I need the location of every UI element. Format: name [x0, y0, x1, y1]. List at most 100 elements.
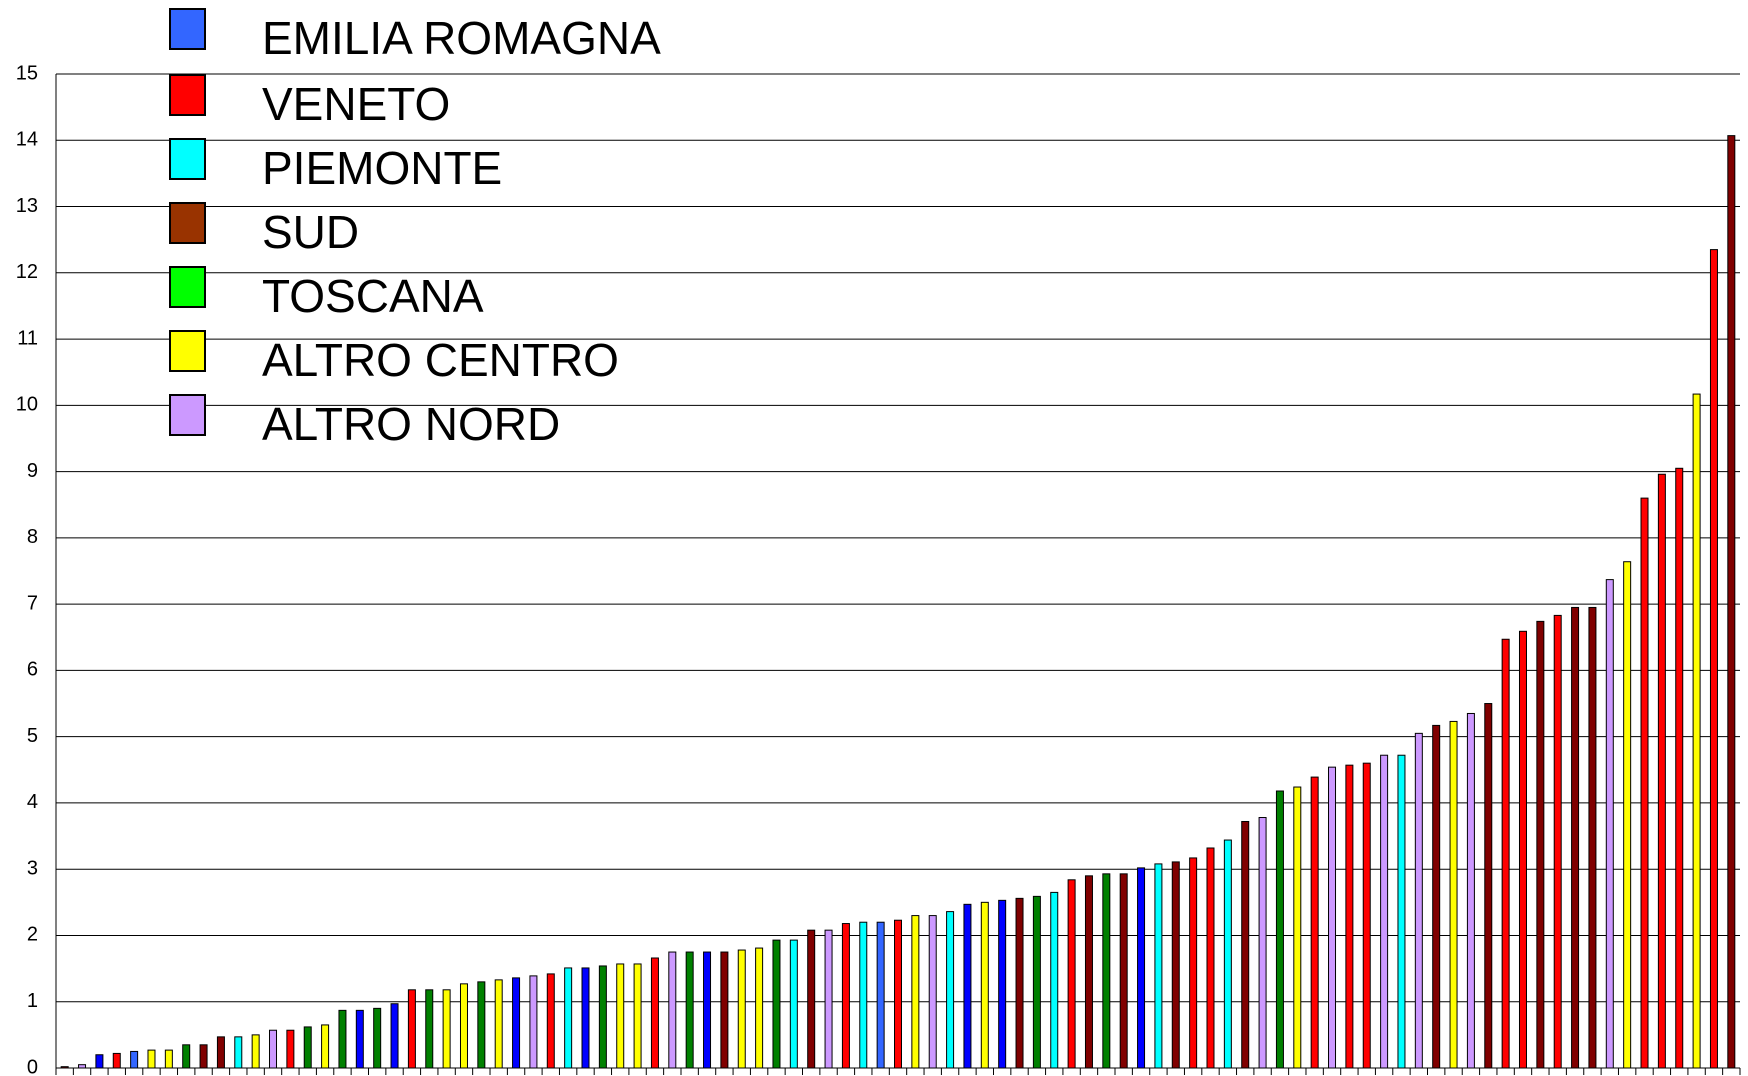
bar — [78, 1064, 87, 1069]
bar — [980, 901, 989, 1069]
bar — [1484, 703, 1493, 1069]
bar — [703, 951, 712, 1069]
bar — [1605, 579, 1614, 1069]
bar — [216, 1036, 225, 1069]
bar — [321, 1024, 330, 1069]
bar — [963, 903, 972, 1069]
bar — [1640, 497, 1649, 1069]
bar — [737, 949, 746, 1069]
y-tick-label: 0 — [27, 1056, 38, 1076]
bar — [1727, 135, 1736, 1069]
legend-swatch — [169, 138, 206, 180]
bar — [1571, 606, 1580, 1069]
y-tick-label: 9 — [27, 460, 38, 482]
bar — [529, 975, 538, 1069]
y-tick-label: 6 — [27, 659, 38, 681]
y-tick-label: 10 — [16, 394, 38, 416]
bar — [1119, 873, 1128, 1069]
bar — [1241, 820, 1250, 1069]
bar — [130, 1050, 139, 1069]
bar — [1328, 766, 1337, 1069]
bar — [1050, 891, 1059, 1069]
bar — [789, 939, 798, 1069]
legend-swatch — [169, 8, 206, 50]
bar — [251, 1034, 260, 1069]
bar — [685, 951, 694, 1069]
bar — [564, 967, 573, 1069]
bar — [512, 977, 521, 1069]
bar — [998, 899, 1007, 1069]
bar — [1362, 762, 1371, 1069]
bar — [1553, 614, 1562, 1069]
bar — [477, 981, 486, 1069]
bar — [164, 1049, 173, 1069]
legend-label: EMILIA ROMAGNA — [262, 12, 661, 64]
bar — [1102, 873, 1111, 1069]
bar — [1258, 817, 1267, 1069]
bar — [1432, 724, 1441, 1069]
bar — [425, 989, 434, 1069]
y-tick-label: 2 — [27, 924, 38, 946]
y-tick-label: 4 — [27, 791, 38, 813]
bar — [581, 967, 590, 1069]
bar — [303, 1026, 312, 1069]
bar — [1310, 776, 1319, 1069]
bar — [1380, 754, 1389, 1069]
bar — [807, 929, 816, 1069]
bar — [1709, 249, 1718, 1069]
legend-label: SUD — [262, 206, 359, 258]
bar — [1588, 606, 1597, 1069]
bar — [1275, 790, 1284, 1069]
bar — [407, 989, 416, 1069]
bar — [286, 1029, 295, 1069]
bar — [1015, 897, 1024, 1069]
bar — [720, 951, 729, 1069]
legend-swatch — [169, 74, 206, 116]
bar — [112, 1052, 121, 1069]
bar — [598, 965, 607, 1069]
bar — [234, 1036, 243, 1069]
bar — [1345, 764, 1354, 1069]
legend-swatch — [169, 202, 206, 244]
legend-label: ALTRO CENTRO — [262, 334, 619, 386]
bar — [1466, 712, 1475, 1069]
bar — [894, 919, 902, 1069]
y-tick-label: 12 — [16, 261, 38, 283]
bar — [1449, 720, 1458, 1069]
bar — [1692, 393, 1701, 1069]
bar — [616, 963, 625, 1069]
bar — [772, 939, 781, 1069]
bar — [269, 1029, 278, 1069]
bar — [546, 973, 555, 1069]
y-tick-label: 8 — [27, 526, 38, 548]
bar — [373, 1007, 382, 1069]
legend-swatch — [169, 266, 206, 308]
bar — [199, 1044, 208, 1069]
bar — [859, 921, 868, 1069]
bar — [1032, 895, 1041, 1069]
bar — [494, 979, 503, 1069]
bar — [1206, 847, 1215, 1069]
y-tick-label: 1 — [27, 990, 38, 1012]
bar — [668, 951, 677, 1069]
legend-label: VENETO — [262, 78, 450, 130]
bar — [1536, 620, 1545, 1069]
bar — [1223, 839, 1232, 1069]
y-tick-label: 13 — [16, 195, 38, 217]
bar — [633, 963, 642, 1069]
bar — [928, 915, 937, 1069]
bar — [442, 989, 451, 1069]
bar — [390, 1003, 399, 1069]
bar — [95, 1054, 104, 1069]
bar — [1623, 561, 1632, 1069]
legend-label: ALTRO NORD — [262, 398, 560, 450]
bar — [147, 1049, 156, 1069]
y-tick-label: 3 — [27, 857, 38, 879]
bar — [1189, 857, 1198, 1069]
bar — [911, 915, 920, 1069]
bar — [60, 1066, 69, 1069]
bar — [1067, 879, 1076, 1069]
bar — [1501, 638, 1510, 1069]
y-tick-label: 7 — [27, 592, 38, 614]
